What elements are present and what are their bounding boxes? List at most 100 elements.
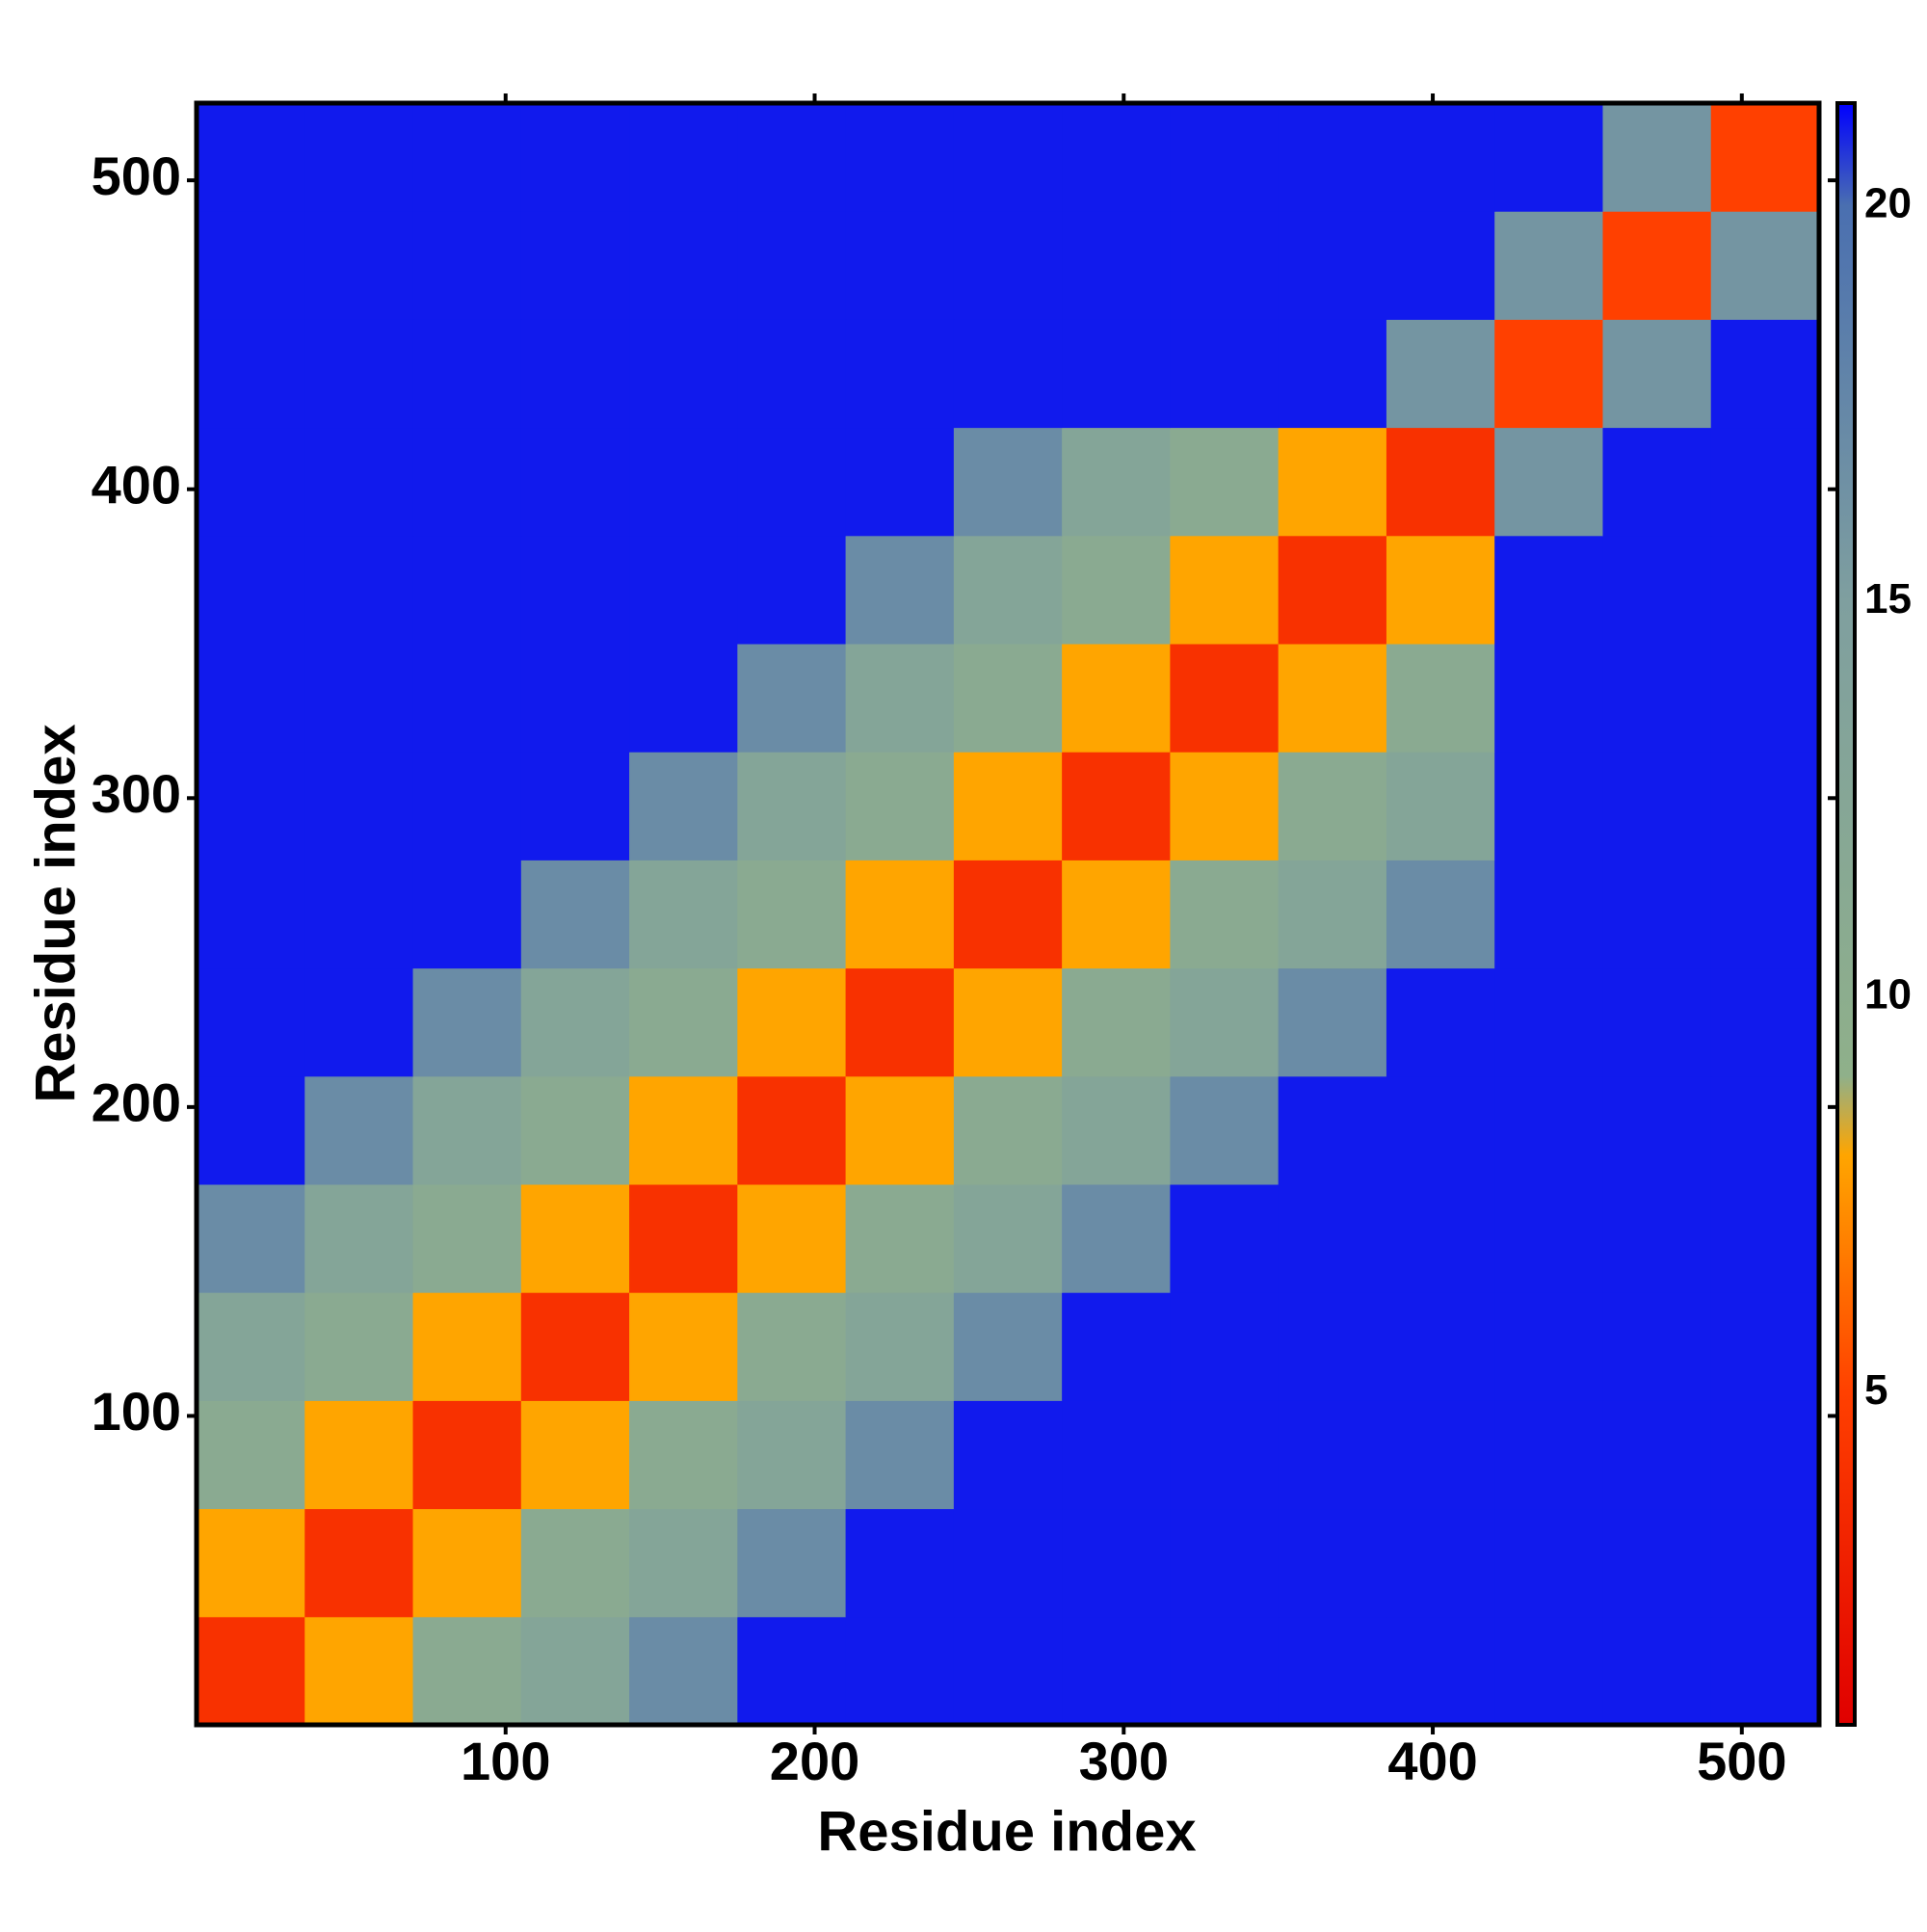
heatmap-cell — [1170, 1075, 1280, 1185]
heatmap-cell — [1602, 1184, 1712, 1293]
heatmap-cell — [737, 103, 847, 212]
heatmap-cell — [629, 1400, 738, 1510]
heatmap-cell — [1494, 967, 1603, 1077]
heatmap-cell — [304, 967, 414, 1077]
heatmap-cell — [953, 1075, 1063, 1185]
heatmap-cell — [1170, 860, 1280, 969]
heatmap-cell — [1710, 1400, 1820, 1510]
x-tick-label: 200 — [770, 1731, 859, 1791]
heatmap-cell — [629, 211, 738, 320]
heatmap-cell — [1386, 427, 1495, 537]
heatmap-cell — [197, 644, 305, 753]
heatmap-cell — [629, 427, 738, 537]
heatmap-cell — [412, 967, 522, 1077]
heatmap-cell — [412, 1616, 522, 1726]
heatmap-cell — [845, 1075, 955, 1185]
heatmap-cell — [737, 427, 847, 537]
heatmap-cell — [629, 752, 738, 860]
plot-frame — [194, 100, 1822, 1728]
heatmap-cell — [1710, 1075, 1820, 1185]
heatmap-cell — [737, 535, 847, 645]
heatmap-cell — [953, 1400, 1063, 1510]
heatmap-cell — [1278, 1400, 1387, 1510]
heatmap-cell — [953, 103, 1063, 212]
heatmap-cell — [1602, 1400, 1712, 1510]
x-tick-label: 500 — [1697, 1731, 1786, 1791]
heatmap-cell — [953, 319, 1063, 429]
heatmap-cell — [953, 535, 1063, 645]
heatmap-cell — [1494, 1400, 1603, 1510]
heatmap-cell — [845, 103, 955, 212]
heatmap-cell — [845, 752, 955, 860]
heatmap-cell — [1602, 1075, 1712, 1185]
heatmap-cell — [953, 967, 1063, 1077]
heatmap-cell — [737, 644, 847, 753]
heatmap-cell — [845, 211, 955, 320]
heatmap-cell — [1170, 319, 1280, 429]
heatmap-cell — [1170, 1400, 1280, 1510]
heatmap-cell — [197, 1400, 305, 1510]
y-tick-label: 200 — [92, 1072, 181, 1133]
heatmap-cell — [737, 1075, 847, 1185]
heatmap-cell — [737, 1400, 847, 1510]
heatmap-cell — [304, 1292, 414, 1401]
heatmap-cell — [737, 967, 847, 1077]
heatmap-cell — [1494, 211, 1603, 320]
heatmap-cell — [1278, 103, 1387, 212]
heatmap-cell — [197, 1075, 305, 1185]
heatmap-cell — [520, 860, 630, 969]
heatmap-cell — [520, 1184, 630, 1293]
heatmap-cell — [1494, 1508, 1603, 1618]
heatmap-cell — [629, 1292, 738, 1401]
heatmap-cell — [304, 319, 414, 429]
heatmap-cell — [1278, 1292, 1387, 1401]
heatmap-cell — [197, 860, 305, 969]
heatmap-cell — [1386, 319, 1495, 429]
heatmap-cell — [304, 752, 414, 860]
heatmap-cell — [1278, 860, 1387, 969]
heatmap-cell — [845, 860, 955, 969]
heatmap-cell — [1062, 644, 1171, 753]
heatmap-cell — [1278, 535, 1387, 645]
heatmap-cell — [1170, 644, 1280, 753]
heatmap-cell — [1278, 644, 1387, 753]
heatmap-cell — [1062, 1508, 1171, 1618]
heatmap-cell — [629, 1508, 738, 1618]
heatmap-cell — [1386, 860, 1495, 969]
heatmap-cell — [1710, 967, 1820, 1077]
heatmap-cell — [629, 103, 738, 212]
heatmap-cell — [1602, 1616, 1712, 1726]
x-tick-label: 300 — [1079, 1731, 1169, 1791]
heatmap-cell — [197, 752, 305, 860]
heatmap-cell — [1386, 644, 1495, 753]
y-tick-label: 500 — [92, 146, 181, 206]
heatmap-cell — [197, 427, 305, 537]
heatmap-cell — [304, 1400, 414, 1510]
heatmap-cell — [737, 211, 847, 320]
x-tick-label: 100 — [461, 1731, 550, 1791]
heatmap-cell — [197, 1292, 305, 1401]
heatmap-cell — [1170, 1508, 1280, 1618]
heatmap-cell — [1386, 1292, 1495, 1401]
x-axis-title: Residue index — [817, 1800, 1196, 1863]
heatmap-cell — [1710, 1616, 1820, 1726]
colorbar-tick-label: 5 — [1864, 1366, 1887, 1414]
heatmap-cell — [1710, 319, 1820, 429]
heatmap-cell — [412, 860, 522, 969]
heatmap-cell — [1386, 1508, 1495, 1618]
heatmap-cell — [737, 860, 847, 969]
heatmap-cell — [412, 319, 522, 429]
heatmap-cell — [304, 1075, 414, 1185]
heatmap-cell — [197, 103, 305, 212]
heatmap-cell — [1170, 1184, 1280, 1293]
heatmap-cell — [845, 319, 955, 429]
heatmap-cell — [520, 967, 630, 1077]
heatmap-cell — [629, 1075, 738, 1185]
heatmap-cell — [520, 1400, 630, 1510]
heatmap-cell — [845, 1508, 955, 1618]
heatmap-cell — [1062, 752, 1171, 860]
heatmap-cell — [412, 535, 522, 645]
heatmap-cell — [1386, 103, 1495, 212]
heatmap-cell — [1494, 103, 1603, 212]
